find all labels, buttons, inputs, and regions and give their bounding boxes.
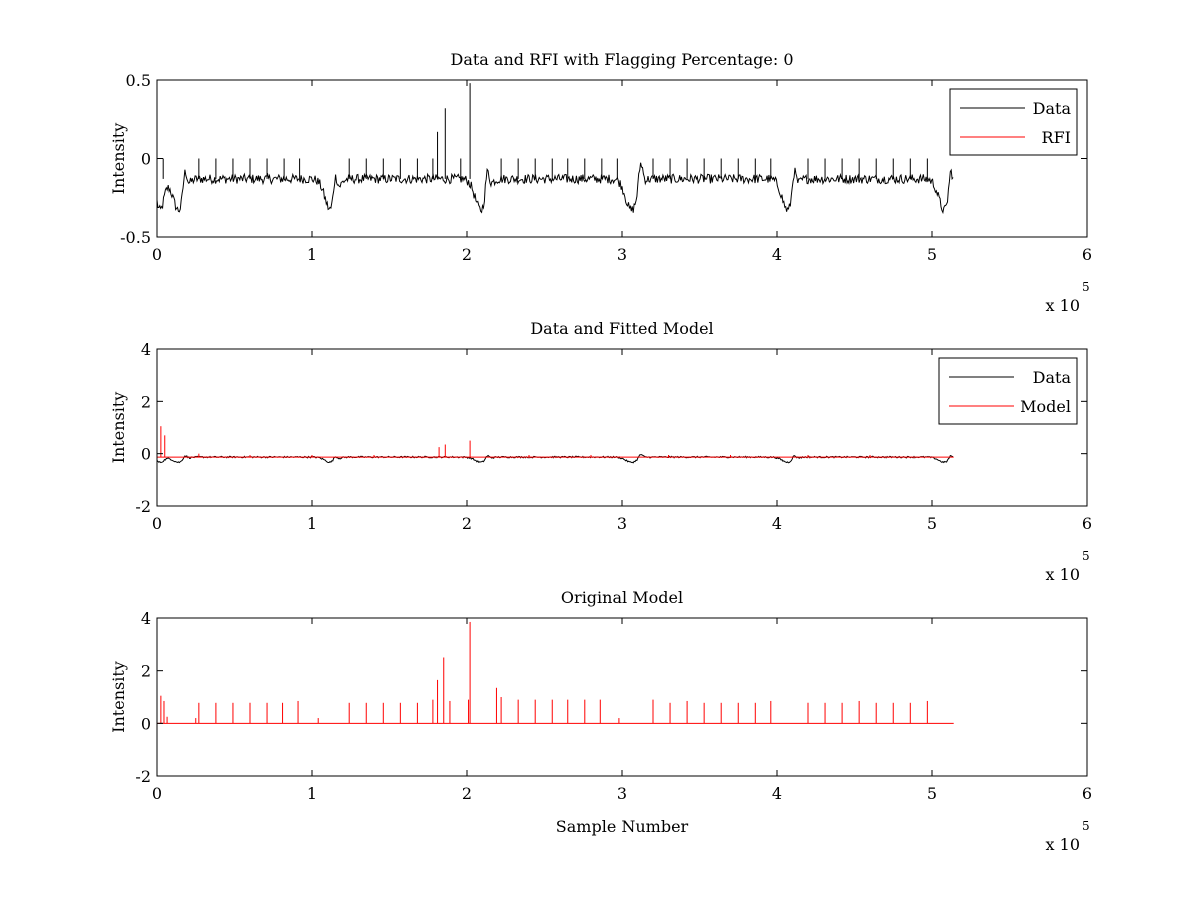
y-tick-label: 4 bbox=[141, 340, 151, 359]
data-line bbox=[157, 454, 954, 464]
legend: Data Model bbox=[938, 357, 1078, 425]
y-axis-label: Intensity bbox=[109, 123, 128, 195]
y-tick-label: 2 bbox=[141, 662, 151, 681]
x-multiplier-exponent: 5 bbox=[1082, 280, 1090, 294]
x-multiplier-exponent: 5 bbox=[1082, 819, 1090, 833]
series-data-2 bbox=[157, 454, 954, 464]
y-tick-label: 0.5 bbox=[126, 71, 151, 90]
x-tick-label: 4 bbox=[772, 784, 782, 803]
x-tick-label: 6 bbox=[1082, 784, 1092, 803]
x-tick-label: 5 bbox=[927, 245, 937, 264]
legend: Data RFI bbox=[949, 88, 1078, 156]
x-tick-label: 4 bbox=[772, 245, 782, 264]
x-tick-label: 6 bbox=[1082, 514, 1092, 533]
x-tick-label: 2 bbox=[462, 245, 472, 264]
x-tick-label: 1 bbox=[307, 784, 317, 803]
y-tick-label: 0 bbox=[141, 445, 151, 464]
axes-frame bbox=[156, 617, 1088, 777]
x-tick-label: 3 bbox=[617, 514, 627, 533]
x-tick-label: 2 bbox=[462, 514, 472, 533]
x-tick-label: 1 bbox=[307, 245, 317, 264]
series-data-1 bbox=[157, 83, 954, 215]
x-tick-label: 4 bbox=[772, 514, 782, 533]
x-axis-label: Sample Number bbox=[556, 817, 689, 836]
y-tick-label: -2 bbox=[135, 767, 151, 786]
axes-frame bbox=[156, 79, 1088, 238]
y-tick-label: 4 bbox=[141, 609, 151, 628]
data-line bbox=[157, 162, 954, 215]
x-tick-label: 3 bbox=[617, 784, 627, 803]
x-tick-label: 2 bbox=[462, 784, 472, 803]
x-multiplier-base: x 10 bbox=[1046, 835, 1080, 854]
subplot-title: Data and RFI with Flagging Percentage: 0 bbox=[450, 50, 793, 69]
y-axis-label: Intensity bbox=[109, 661, 128, 733]
legend-box bbox=[938, 357, 1078, 425]
x-tick-label: 0 bbox=[152, 514, 162, 533]
legend-label: Model bbox=[1020, 397, 1071, 416]
y-tick-label: 0 bbox=[141, 714, 151, 733]
x-tick-label: 5 bbox=[927, 514, 937, 533]
x-multiplier-base: x 10 bbox=[1046, 296, 1080, 315]
x-tick-label: 0 bbox=[152, 784, 162, 803]
series-model-3 bbox=[157, 621, 954, 724]
series-model-2 bbox=[157, 426, 954, 458]
legend-label: Data bbox=[1033, 368, 1072, 387]
x-multiplier-base: x 10 bbox=[1046, 565, 1080, 584]
x-tick-label: 6 bbox=[1082, 245, 1092, 264]
y-tick-label: -0.5 bbox=[120, 228, 151, 247]
x-tick-label: 5 bbox=[927, 784, 937, 803]
x-multiplier-exponent: 5 bbox=[1082, 549, 1090, 563]
legend-box bbox=[949, 88, 1078, 156]
y-tick-label: 2 bbox=[141, 392, 151, 411]
legend-label: RFI bbox=[1042, 128, 1071, 147]
y-tick-label: 0 bbox=[141, 150, 151, 169]
legend-label: Data bbox=[1033, 99, 1072, 118]
x-tick-label: 3 bbox=[617, 245, 627, 264]
y-axis-label: Intensity bbox=[109, 392, 128, 464]
x-tick-label: 1 bbox=[307, 514, 317, 533]
x-tick-label: 0 bbox=[152, 245, 162, 264]
subplot-title: Original Model bbox=[561, 588, 683, 607]
subplot-title: Data and Fitted Model bbox=[530, 319, 713, 338]
y-tick-label: -2 bbox=[135, 497, 151, 516]
